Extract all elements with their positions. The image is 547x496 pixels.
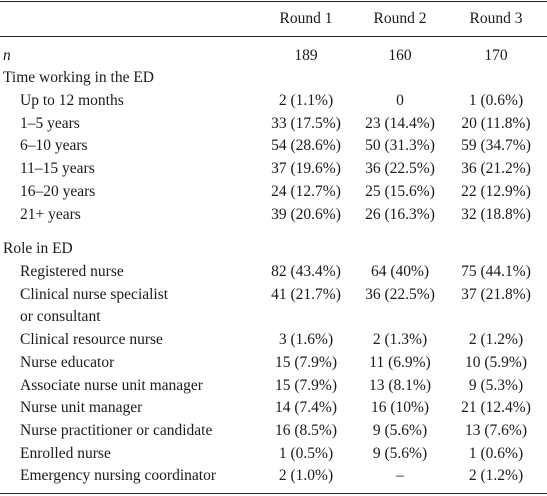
table-row: 1–5 years 33 (17.5%) 23 (14.4%) 20 (11.8… bbox=[0, 114, 547, 133]
cell-round-3: 37 (21.8%) bbox=[461, 286, 531, 303]
table-row: Emergency nursing coordinator 2 (1.0%) –… bbox=[0, 466, 547, 485]
cell-round-2: 16 (10%) bbox=[370, 399, 430, 416]
cell-round-2: 36 (22.5%) bbox=[365, 286, 435, 303]
row-label: Clinical nurse specialist bbox=[20, 286, 169, 303]
cell-round-2: 13 (8.1%) bbox=[369, 377, 431, 394]
n-row: n 189 160 170 bbox=[0, 46, 547, 65]
cell-round-3: 2 (1.2%) bbox=[468, 331, 524, 348]
cell-round-3: 2 (1.2%) bbox=[468, 467, 524, 484]
table-row: 21+ years 39 (20.6%) 26 (16.3%) 32 (18.8… bbox=[0, 205, 547, 224]
table-row: Nurse unit manager 14 (7.4%) 16 (10%) 21… bbox=[0, 398, 547, 417]
table-row: 16–20 years 24 (12.7%) 25 (15.6%) 22 (12… bbox=[0, 182, 547, 201]
cell-round-1: 2 (1.0%) bbox=[278, 467, 334, 484]
header-row: Round 1 Round 2 Round 3 bbox=[0, 9, 547, 28]
row-label: 11–15 years bbox=[20, 160, 95, 177]
row-label: 21+ years bbox=[20, 206, 81, 223]
column-header-round-2: Round 2 bbox=[373, 10, 427, 27]
table-row: Up to 12 months 2 (1.1%) 0 1 (0.6%) bbox=[0, 91, 547, 110]
row-label: Registered nurse bbox=[20, 263, 124, 280]
row-label: Emergency nursing coordinator bbox=[20, 467, 216, 484]
cell-round-3: 21 (12.4%) bbox=[461, 399, 531, 416]
cell-round-3: 20 (11.8%) bbox=[461, 115, 531, 132]
table-row: Clinical nurse specialist 41 (21.7%) 36 … bbox=[0, 285, 547, 304]
table-row: Nurse practitioner or candidate 16 (8.5%… bbox=[0, 421, 547, 440]
row-label: 6–10 years bbox=[20, 137, 88, 154]
cell-round-2: 9 (5.6%) bbox=[372, 422, 428, 439]
cell-round-2: 23 (14.4%) bbox=[365, 115, 435, 132]
n-round-2: 160 bbox=[388, 47, 412, 64]
cell-round-2: 2 (1.3%) bbox=[372, 331, 428, 348]
cell-round-3: 1 (0.6%) bbox=[468, 445, 524, 462]
section-title: Role in ED bbox=[3, 240, 73, 257]
table-top-rule bbox=[0, 1, 547, 2]
cell-round-1: 54 (28.6%) bbox=[271, 137, 341, 154]
column-header-round-3: Round 3 bbox=[469, 10, 523, 27]
cell-round-1: 24 (12.7%) bbox=[271, 183, 341, 200]
cell-round-1: 2 (1.1%) bbox=[278, 92, 334, 109]
table-row: 6–10 years 54 (28.6%) 50 (31.3%) 59 (34.… bbox=[0, 136, 547, 155]
cell-round-3: 36 (21.2%) bbox=[461, 160, 531, 177]
cell-round-2: 64 (40%) bbox=[370, 263, 430, 280]
cell-round-2: 25 (15.6%) bbox=[365, 183, 435, 200]
row-label: Nurse educator bbox=[20, 354, 115, 371]
cell-round-1: 39 (20.6%) bbox=[271, 206, 341, 223]
cell-round-3: 75 (44.1%) bbox=[461, 263, 531, 280]
table-bottom-rule bbox=[0, 493, 547, 494]
row-label-continuation: or consultant bbox=[20, 308, 101, 325]
n-row-label: n bbox=[3, 47, 11, 64]
cell-round-2: 11 (6.9%) bbox=[369, 354, 431, 371]
n-round-1: 189 bbox=[294, 47, 318, 64]
section-title-role: Role in ED bbox=[0, 239, 547, 258]
column-header-round-1: Round 1 bbox=[279, 10, 333, 27]
row-label: Nurse unit manager bbox=[20, 399, 143, 416]
table-row-continuation: or consultant bbox=[0, 307, 547, 326]
cell-round-1: 15 (7.9%) bbox=[275, 377, 337, 394]
table-row: 11–15 years 37 (19.6%) 36 (22.5%) 36 (21… bbox=[0, 159, 547, 178]
n-round-3: 170 bbox=[484, 47, 508, 64]
row-label: Enrolled nurse bbox=[20, 445, 111, 462]
header-rule bbox=[0, 36, 547, 37]
cell-round-1: 3 (1.6%) bbox=[278, 331, 334, 348]
row-label: Nurse practitioner or candidate bbox=[20, 422, 213, 439]
table-row: Enrolled nurse 1 (0.5%) 9 (5.6%) 1 (0.6%… bbox=[0, 444, 547, 463]
cell-round-2: – bbox=[396, 467, 404, 484]
row-label: Up to 12 months bbox=[20, 92, 124, 109]
cell-round-1: 14 (7.4%) bbox=[275, 399, 337, 416]
table-row: Associate nurse unit manager 15 (7.9%) 1… bbox=[0, 376, 547, 395]
table-row: Clinical resource nurse 3 (1.6%) 2 (1.3%… bbox=[0, 330, 547, 349]
cell-round-1: 82 (43.4%) bbox=[271, 263, 341, 280]
table-row: Nurse educator 15 (7.9%) 11 (6.9%) 10 (5… bbox=[0, 353, 547, 372]
cell-round-1: 33 (17.5%) bbox=[271, 115, 341, 132]
cell-round-3: 9 (5.3%) bbox=[468, 377, 524, 394]
cell-round-3: 32 (18.8%) bbox=[461, 206, 531, 223]
cell-round-3: 22 (12.9%) bbox=[461, 183, 531, 200]
cell-round-3: 13 (7.6%) bbox=[465, 422, 527, 439]
section-title: Time working in the ED bbox=[3, 69, 154, 86]
row-label: Clinical resource nurse bbox=[20, 331, 163, 348]
cell-round-2: 0 bbox=[396, 92, 404, 109]
cell-round-2: 36 (22.5%) bbox=[365, 160, 435, 177]
cell-round-1: 15 (7.9%) bbox=[275, 354, 337, 371]
cell-round-2: 50 (31.3%) bbox=[365, 137, 435, 154]
section-title-time-working: Time working in the ED bbox=[0, 68, 547, 87]
cell-round-1: 37 (19.6%) bbox=[271, 160, 341, 177]
cell-round-3: 1 (0.6%) bbox=[468, 92, 524, 109]
cell-round-1: 41 (21.7%) bbox=[271, 286, 341, 303]
cell-round-2: 26 (16.3%) bbox=[365, 206, 435, 223]
cell-round-3: 59 (34.7%) bbox=[461, 137, 531, 154]
table-row: Registered nurse 82 (43.4%) 64 (40%) 75 … bbox=[0, 262, 547, 281]
cell-round-2: 9 (5.6%) bbox=[372, 445, 428, 462]
row-label: 1–5 years bbox=[20, 115, 80, 132]
cell-round-3: 10 (5.9%) bbox=[465, 354, 527, 371]
cell-round-1: 1 (0.5%) bbox=[278, 445, 334, 462]
cell-round-1: 16 (8.5%) bbox=[275, 422, 337, 439]
row-label: Associate nurse unit manager bbox=[20, 377, 203, 394]
row-label: 16–20 years bbox=[20, 183, 96, 200]
